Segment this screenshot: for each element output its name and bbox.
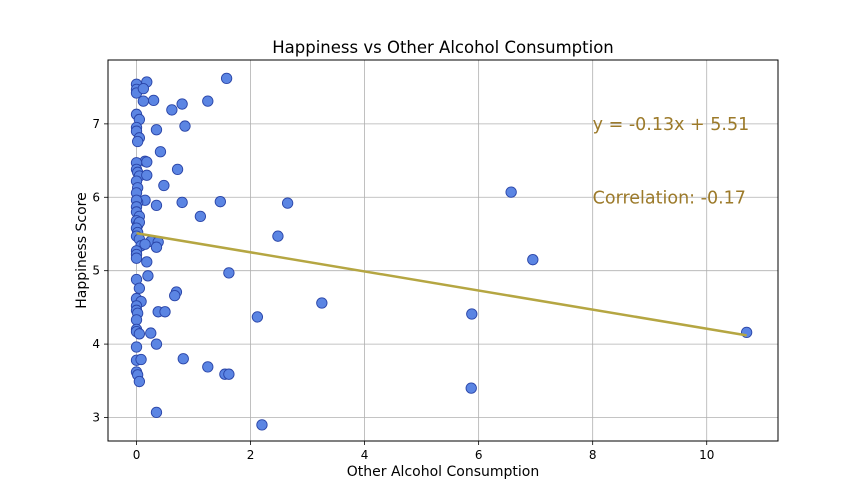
data-point [150, 406, 163, 419]
y-axis-label: Happiness Score [74, 192, 90, 309]
y-tick-label: 5 [92, 264, 100, 278]
grid-lines [108, 60, 778, 441]
data-point [316, 297, 328, 309]
data-point [130, 314, 143, 326]
correlation-annotation: Correlation: -0.17 [593, 188, 746, 208]
data-point [176, 98, 188, 110]
x-axis-label: Other Alcohol Consumption [347, 464, 539, 480]
data-point [142, 270, 154, 282]
x-tick-label: 8 [589, 448, 597, 462]
data-point [466, 308, 478, 320]
y-tick-label: 7 [92, 117, 100, 131]
data-point [527, 254, 539, 266]
data-point [150, 338, 163, 350]
x-tick-label: 6 [475, 448, 483, 462]
y-axis-ticks: 3 4 5 6 7 [92, 117, 108, 425]
data-point [223, 267, 235, 279]
data-point [251, 311, 264, 323]
data-point [147, 94, 160, 107]
y-tick-label: 6 [92, 190, 100, 204]
data-point [179, 120, 191, 132]
data-point [505, 186, 517, 198]
data-point [145, 327, 157, 339]
data-point [141, 256, 153, 268]
y-tick-label: 4 [92, 337, 100, 351]
data-point [220, 72, 233, 85]
data-point [137, 95, 150, 107]
data-point [171, 163, 184, 176]
equation-annotation: y = -0.13x + 5.51 [593, 115, 750, 135]
data-point [154, 146, 167, 158]
data-point [281, 197, 294, 209]
data-points [130, 72, 753, 431]
data-point [202, 361, 214, 373]
data-point [137, 82, 150, 95]
data-point [141, 169, 153, 181]
data-point [159, 306, 171, 318]
data-point [223, 368, 235, 380]
data-point [272, 230, 284, 242]
data-point [135, 353, 147, 366]
x-axis-ticks: 0 2 4 6 8 10 [133, 441, 714, 462]
data-point [150, 124, 163, 136]
data-point [256, 419, 268, 431]
data-point [132, 135, 144, 148]
x-tick-label: 0 [133, 448, 141, 462]
data-point [176, 196, 188, 209]
data-point [133, 375, 146, 388]
regression-line [136, 232, 747, 337]
annotations: y = -0.13x + 5.51 Correlation: -0.17 [593, 115, 750, 208]
chart-title: Happiness vs Other Alcohol Consumption [272, 38, 614, 57]
x-tick-label: 4 [361, 448, 369, 462]
data-point [177, 353, 189, 365]
data-point [150, 199, 163, 212]
data-point [141, 156, 153, 168]
data-point [465, 382, 477, 394]
x-tick-label: 10 [699, 448, 714, 462]
data-point [130, 341, 143, 353]
data-point [194, 210, 207, 223]
x-tick-label: 2 [247, 448, 255, 462]
y-tick-label: 3 [92, 411, 100, 425]
data-point [133, 282, 146, 294]
data-point [169, 289, 181, 302]
data-point [150, 241, 163, 253]
data-point [202, 95, 214, 107]
data-point [133, 328, 146, 340]
data-point [166, 104, 178, 116]
data-point [130, 252, 143, 264]
plot-frame [107, 59, 779, 442]
data-point [158, 179, 170, 192]
data-point [214, 196, 226, 208]
data-point [139, 238, 151, 250]
